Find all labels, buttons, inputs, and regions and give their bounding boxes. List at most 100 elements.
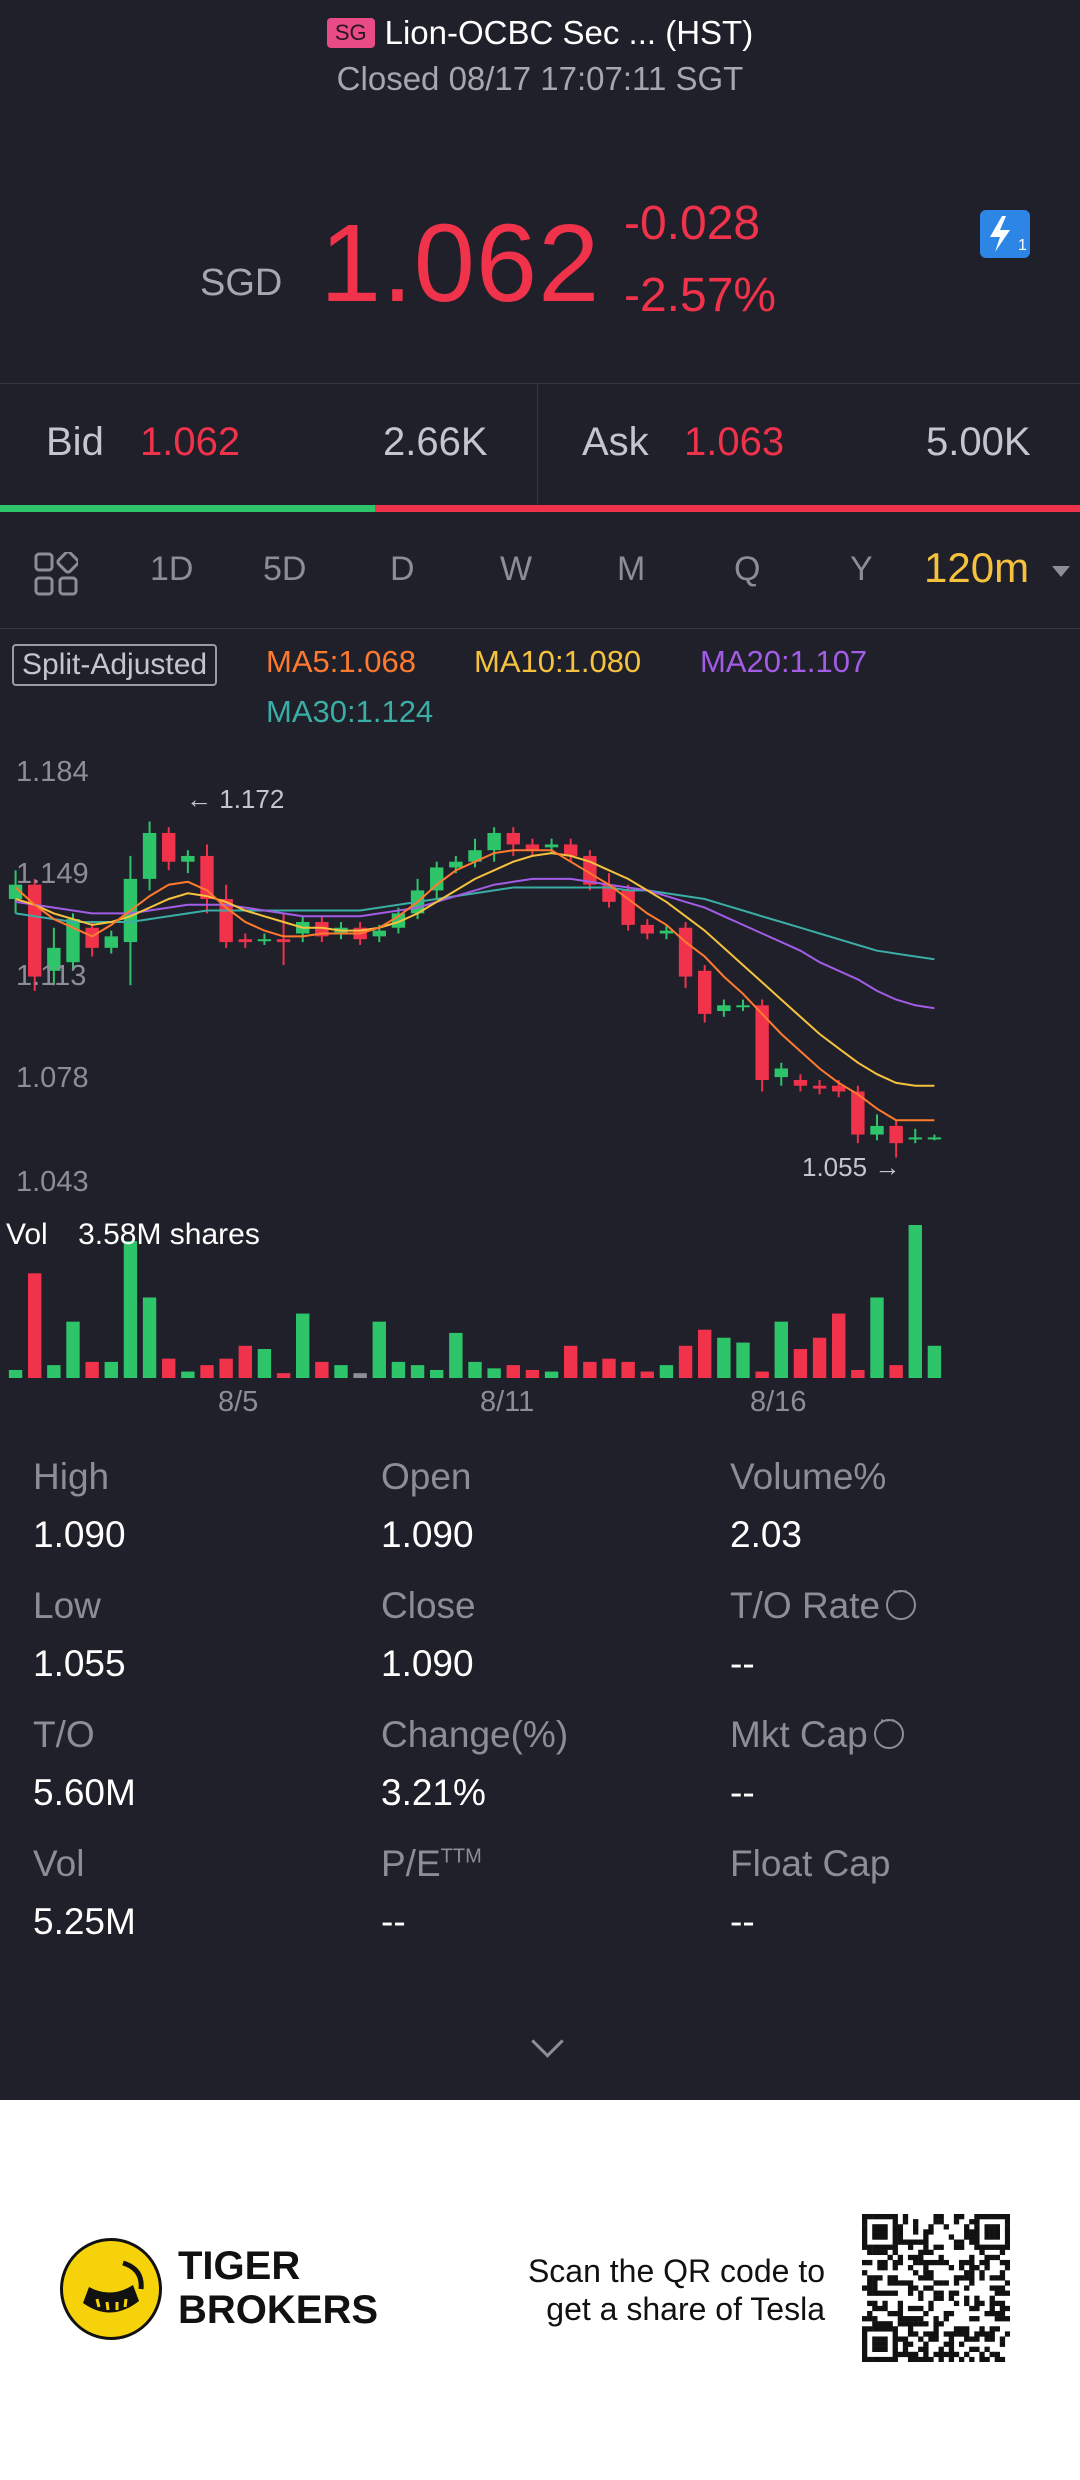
- stat-close-label: Close: [381, 1585, 476, 1626]
- tab-5d[interactable]: 5D: [263, 550, 307, 588]
- tab-week[interactable]: W: [500, 550, 533, 588]
- tab-day[interactable]: D: [390, 550, 415, 588]
- bid-size: 2.66K: [383, 420, 488, 464]
- ask-size: 5.00K: [926, 420, 1031, 464]
- volume-bar: [927, 1345, 942, 1378]
- volume-bar: [774, 1321, 788, 1378]
- candle-body: [142, 832, 157, 879]
- divider: [0, 628, 1080, 629]
- split-adjusted-toggle[interactable]: Split-Adjusted: [12, 644, 218, 686]
- volume-bar: [85, 1361, 99, 1378]
- volume-bar: [315, 1361, 329, 1378]
- arrow-left-icon: ←: [186, 784, 212, 814]
- volume-bar: [430, 1369, 444, 1378]
- chevron-down-icon[interactable]: [531, 2025, 564, 2058]
- candle-body: [104, 936, 118, 948]
- candle-body: [621, 890, 635, 925]
- market-status: Closed 08/17 17:07:11 SGT: [336, 60, 744, 97]
- volume-bar: [506, 1365, 520, 1378]
- stat-open-label: Open: [381, 1456, 472, 1497]
- volume-value: 3.58M shares: [78, 1218, 260, 1251]
- y-tick: 1.043: [16, 1166, 89, 1198]
- candle-body: [851, 1091, 865, 1135]
- candle-body: [793, 1079, 808, 1086]
- stat-high-value: 1.090: [33, 1514, 126, 1555]
- stat-mkt-cap-label: Mkt Cap: [730, 1714, 868, 1755]
- price-chart[interactable]: [0, 740, 1080, 1400]
- volume-bar: [736, 1342, 750, 1378]
- stat-pe-sup: TTM: [440, 1845, 482, 1868]
- brand-line2: BROKERS: [178, 2288, 379, 2332]
- candle-body: [238, 939, 252, 943]
- stat-to-rate[interactable]: T/O Rate: [730, 1580, 917, 1627]
- stat-mkt-cap[interactable]: Mkt Cap: [730, 1709, 904, 1756]
- stat-floatcap-label: Float Cap: [730, 1843, 891, 1884]
- candle-body: [640, 924, 654, 934]
- volume-bar: [659, 1365, 674, 1378]
- chevron-down-icon[interactable]: [1052, 566, 1070, 577]
- volume-bar: [640, 1371, 654, 1378]
- more-info-icon[interactable]: [886, 1580, 917, 1620]
- tab-120m[interactable]: 120m: [924, 544, 1030, 591]
- stat-vol-value: 5.25M: [33, 1901, 136, 1942]
- candle-body: [430, 867, 444, 891]
- candle-body: [181, 855, 195, 862]
- volume-legend: Vol 3.58M shares: [6, 1218, 260, 1252]
- candle-body: [774, 1068, 788, 1078]
- max-price-marker: ← 1.172: [186, 784, 284, 815]
- stock-name: Lion-OCBC Sec ... (HST): [384, 14, 754, 51]
- volume-bar: [449, 1332, 463, 1378]
- last-price: 1.062: [320, 202, 601, 325]
- volume-bar: [257, 1349, 272, 1378]
- volume-label: Vol: [6, 1218, 48, 1251]
- volume-bar: [353, 1373, 367, 1378]
- ma5-label: MA5:1.068: [266, 644, 416, 679]
- volume-bar: [832, 1313, 846, 1378]
- stock-title: SG Lion-OCBC Sec ... (HST): [0, 14, 1080, 52]
- candle-body: [8, 884, 23, 900]
- lightning-badge-icon[interactable]: 1: [980, 210, 1030, 258]
- candle-body: [85, 927, 99, 948]
- candle-body: [47, 947, 61, 971]
- stat-pe-label: P/ETTM: [381, 1843, 482, 1885]
- x-tick: 8/11: [480, 1386, 535, 1418]
- tab-1d[interactable]: 1D: [150, 550, 194, 588]
- candle-body: [736, 1005, 750, 1008]
- volume-bar: [717, 1337, 731, 1378]
- ma10-line: [15, 852, 935, 1087]
- candle-body: [812, 1085, 827, 1089]
- volume-bar: [123, 1241, 138, 1378]
- stat-mkt-cap-value: --: [730, 1772, 755, 1813]
- candle-body: [717, 1005, 731, 1012]
- more-info-icon[interactable]: [873, 1709, 904, 1749]
- candle-body: [449, 861, 463, 868]
- bid-price: 1.062: [140, 420, 241, 464]
- volume-bar: [544, 1371, 559, 1378]
- min-price-value: 1.055: [802, 1152, 868, 1182]
- stat-chgpct-value: 3.21%: [381, 1772, 486, 1813]
- stat-volpct-label: Volume%: [730, 1456, 887, 1497]
- ask-label: Ask: [582, 420, 649, 464]
- volume-bar: [372, 1321, 386, 1378]
- grid-layout-icon[interactable]: [34, 550, 80, 596]
- ma30-label: MA30:1.124: [266, 694, 434, 729]
- stat-vol-label: Vol: [33, 1843, 85, 1884]
- tab-quarter[interactable]: Q: [734, 550, 761, 588]
- volume-bar: [104, 1361, 118, 1378]
- stat-to-value: 5.60M: [33, 1772, 136, 1813]
- volume-bar: [583, 1361, 597, 1378]
- max-price-value: 1.172: [219, 784, 285, 814]
- tab-month[interactable]: M: [617, 550, 646, 588]
- candle-body: [659, 930, 674, 934]
- stat-pe-text: P/E: [381, 1843, 441, 1884]
- candle-body: [832, 1085, 846, 1092]
- volume-bar: [276, 1373, 291, 1378]
- svg-text:1: 1: [1018, 237, 1027, 254]
- qr-code[interactable]: [862, 2214, 1010, 2362]
- price-change: -0.028: [624, 197, 761, 250]
- volume-bar: [66, 1321, 80, 1378]
- volume-bar: [755, 1371, 769, 1378]
- min-price-marker: 1.055 →: [802, 1152, 900, 1183]
- volume-bar: [870, 1297, 884, 1378]
- tab-year[interactable]: Y: [850, 550, 873, 588]
